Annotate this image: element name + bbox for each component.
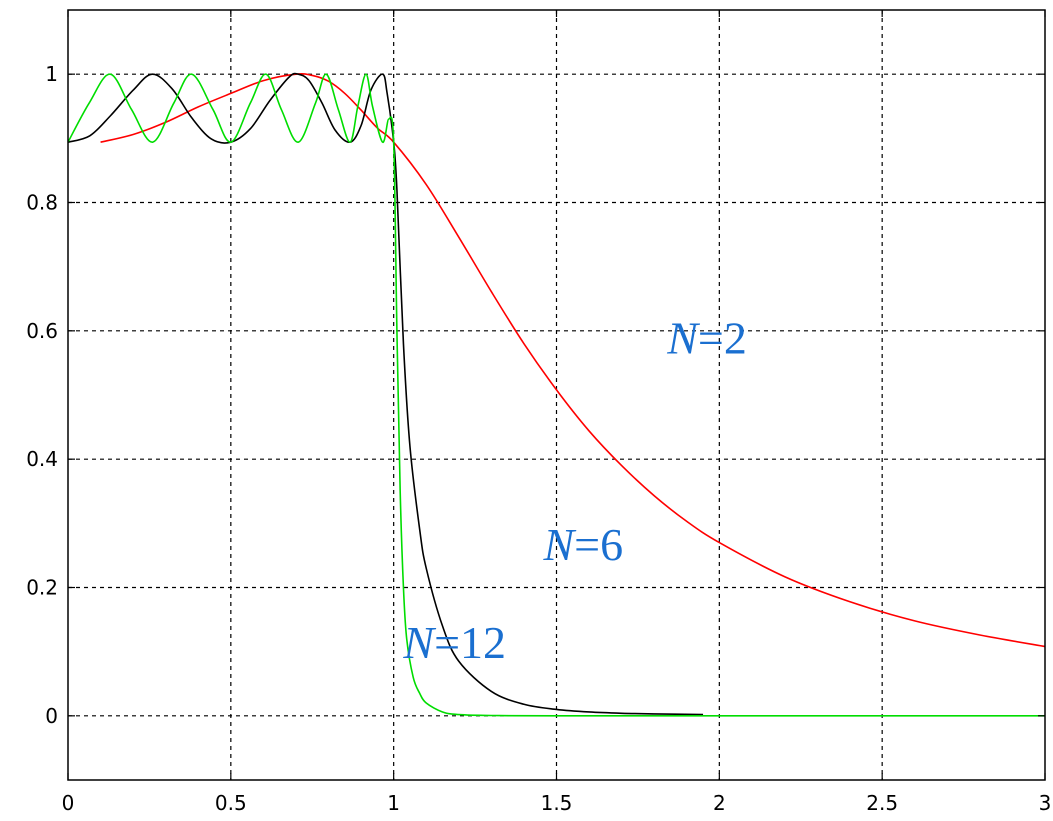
x-tick-label: 1: [387, 791, 400, 815]
series-layer: [67, 72, 1046, 717]
series-label-n-2: N=2: [666, 312, 747, 363]
series-line-n-6: [67, 72, 704, 716]
tick-layer: 0 0.5 1 1.5 2 2.5 3 0 0.2 0.4 0.6 0.8 1: [26, 10, 1051, 815]
y-tick-label: 0.2: [26, 576, 58, 600]
x-tick-label: 0: [62, 791, 75, 815]
series-label-n-12: N=12: [402, 617, 506, 668]
y-tick-label: 0.6: [26, 319, 58, 343]
grid-layer: [68, 10, 1045, 780]
y-tick-label: 1: [45, 62, 58, 86]
y-tick-label: 0.8: [26, 191, 58, 215]
x-tick-label: 3: [1039, 791, 1052, 815]
y-tick-label: 0: [45, 704, 58, 728]
x-tick-label: 2.5: [866, 791, 898, 815]
x-tick-label: 0.5: [215, 791, 247, 815]
series-label-layer: N=2 N=6 N=12: [402, 312, 746, 668]
x-tick-label: 1.5: [541, 791, 573, 815]
series-line-n-2: [100, 73, 1046, 648]
y-tick-label: 0.4: [26, 447, 58, 471]
series-label-n-6: N=6: [542, 519, 623, 570]
series-line-n-12: [67, 73, 1045, 717]
x-tick-label: 2: [713, 791, 726, 815]
